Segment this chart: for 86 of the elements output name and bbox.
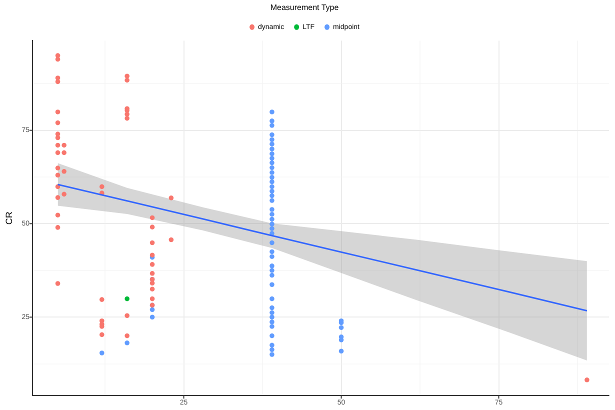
point	[270, 137, 274, 142]
point	[150, 314, 155, 320]
point	[124, 74, 130, 78]
legend-title: Measurement Type	[270, 3, 340, 12]
point	[150, 286, 155, 292]
point	[270, 193, 274, 198]
point	[150, 215, 155, 220]
point	[55, 166, 60, 170]
point	[270, 342, 274, 348]
point	[270, 151, 274, 156]
point	[270, 314, 274, 320]
point	[124, 78, 130, 83]
point	[55, 110, 60, 114]
point	[270, 222, 274, 226]
point	[124, 340, 130, 346]
point	[99, 297, 104, 302]
point	[55, 172, 60, 178]
point	[270, 212, 274, 217]
point	[99, 184, 104, 190]
point	[270, 264, 274, 268]
point	[270, 118, 274, 124]
point	[270, 296, 274, 302]
point	[55, 281, 60, 286]
point	[62, 168, 66, 174]
point	[150, 240, 155, 246]
point	[124, 333, 130, 338]
point	[55, 212, 60, 218]
point	[55, 79, 60, 84]
point	[270, 305, 274, 310]
point	[150, 252, 155, 258]
point	[270, 110, 274, 114]
point	[270, 132, 274, 138]
point	[270, 310, 274, 316]
point	[270, 347, 274, 352]
point	[270, 146, 274, 152]
point	[270, 123, 274, 128]
point	[338, 325, 344, 330]
point	[270, 272, 274, 278]
point	[150, 271, 155, 276]
point	[270, 226, 274, 231]
point	[62, 192, 66, 197]
point	[124, 296, 130, 302]
point	[124, 313, 130, 318]
point	[99, 332, 104, 338]
point	[55, 195, 60, 200]
point	[124, 112, 130, 117]
point	[270, 282, 274, 288]
point	[270, 207, 274, 212]
point	[150, 296, 155, 302]
point	[270, 254, 274, 259]
point	[150, 280, 155, 286]
point	[270, 156, 274, 161]
point	[270, 352, 274, 357]
point	[270, 160, 274, 166]
point	[55, 120, 60, 126]
y-axis-title: CR	[4, 211, 14, 225]
point	[270, 240, 274, 246]
point	[150, 307, 155, 312]
point	[270, 184, 274, 190]
point	[270, 249, 274, 254]
point	[99, 350, 104, 356]
point	[270, 320, 274, 324]
point	[270, 170, 274, 175]
point	[168, 237, 174, 242]
point	[270, 268, 274, 273]
point	[124, 116, 130, 121]
point	[55, 142, 60, 148]
point	[270, 179, 274, 184]
point	[270, 324, 274, 329]
point	[270, 198, 274, 203]
point	[270, 333, 274, 338]
point	[270, 216, 274, 222]
point	[270, 165, 274, 170]
point	[62, 150, 66, 156]
point	[55, 150, 60, 156]
point	[584, 378, 590, 382]
point	[270, 142, 274, 147]
point	[168, 196, 174, 200]
point	[270, 188, 274, 194]
point	[55, 225, 60, 230]
point	[150, 262, 155, 267]
point	[338, 348, 344, 354]
point	[338, 338, 344, 342]
point	[270, 174, 274, 180]
point	[150, 224, 155, 230]
point	[62, 142, 66, 148]
